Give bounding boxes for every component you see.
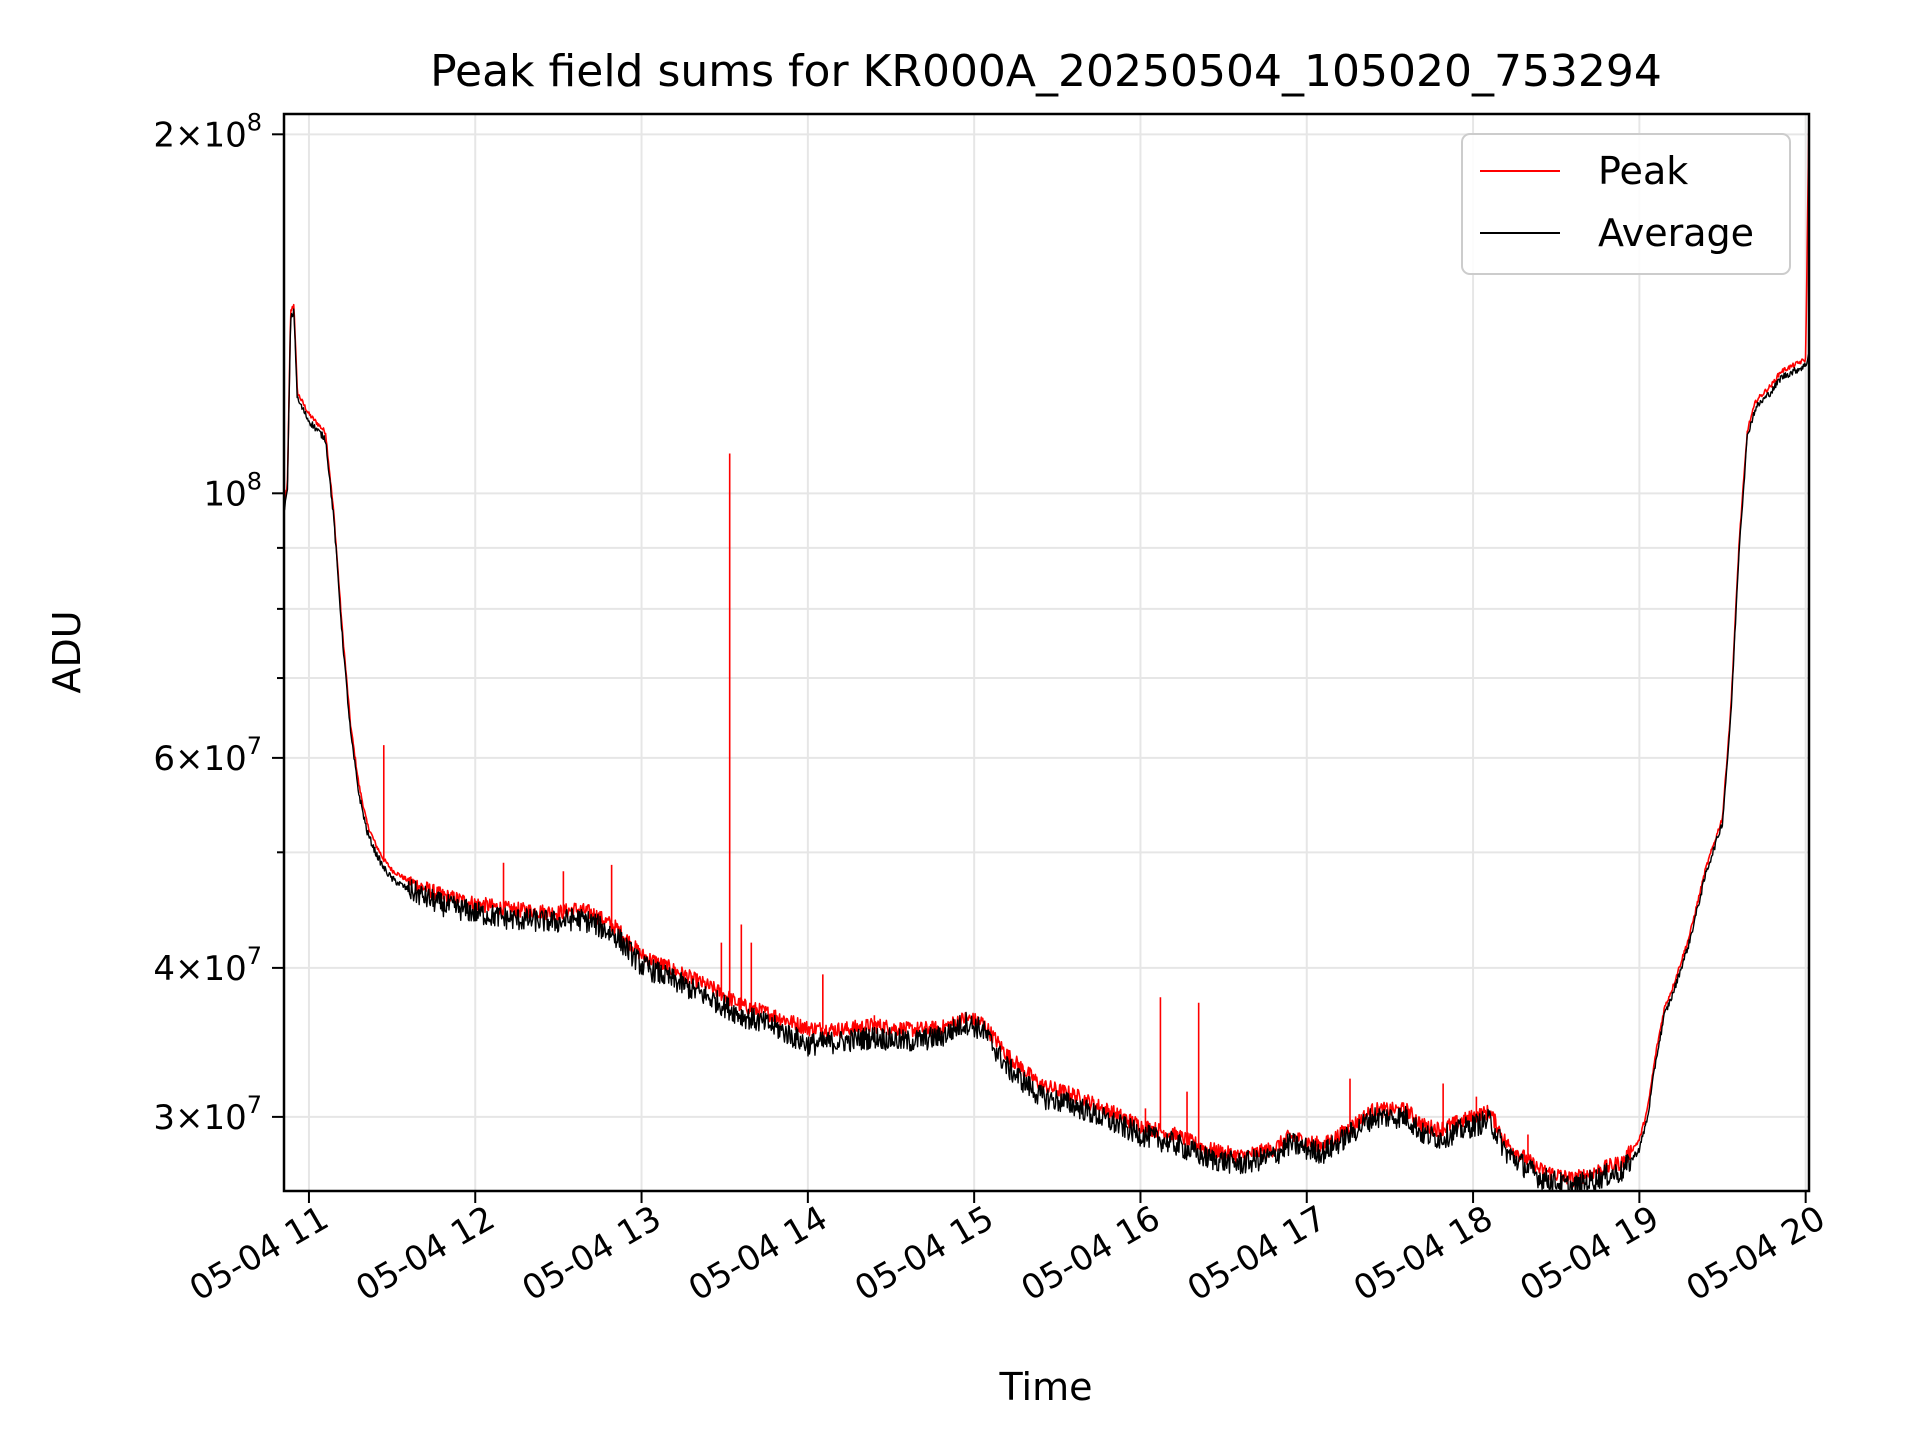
legend-box: [1461, 133, 1791, 275]
y-tick-label: 2×108: [153, 108, 262, 155]
y-tick-label: 3×107: [153, 1091, 262, 1138]
plot-frame: [282, 112, 1811, 1193]
plot-series: [284, 114, 1809, 1191]
y-tick-label: 6×107: [153, 732, 262, 779]
series-group: [284, 114, 1809, 1191]
x-axis-label: Time: [999, 1365, 1093, 1409]
y-axis-label: ADU: [45, 610, 89, 693]
chart-title: Peak field sums for KR000A_20250504_1050…: [430, 46, 1662, 97]
y-tick-label: 4×107: [153, 942, 262, 989]
y-axis: 2×108 108 6×107 4×107 3×107: [153, 108, 284, 1138]
grid-lines: [284, 114, 1809, 1191]
series-line-peak: [284, 114, 1809, 1188]
legend-peak-label: Peak: [1598, 149, 1688, 193]
legend: Peak Average: [1461, 133, 1791, 275]
legend-average-label: Average: [1598, 211, 1754, 255]
y-tick-label: 108: [203, 467, 262, 514]
series-line-average: [284, 308, 1809, 1191]
